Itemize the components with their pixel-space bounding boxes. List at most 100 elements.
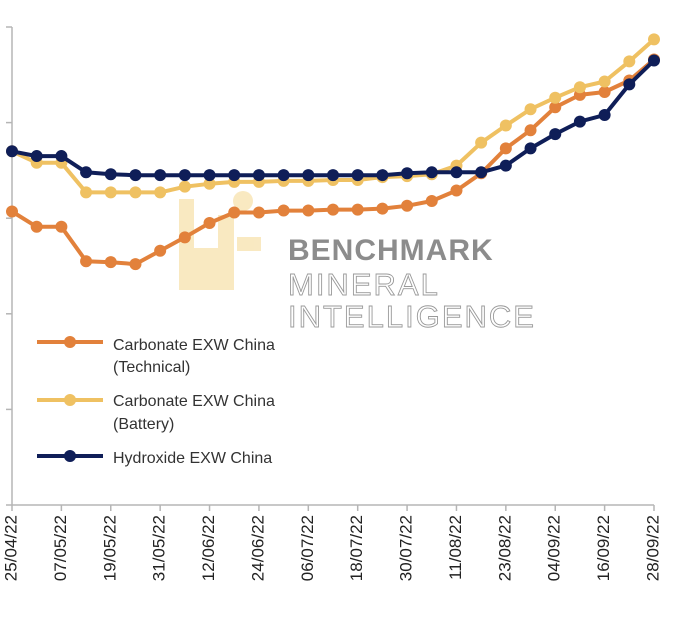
data-point [598,75,611,88]
data-point [549,128,562,141]
x-tick-label: 18/07/22 [347,515,366,581]
data-point [104,168,117,181]
data-point [277,169,290,182]
data-point [425,194,438,207]
data-point [302,169,315,182]
data-point [327,169,339,182]
data-point [450,184,463,197]
series-layer [6,33,660,271]
data-point [450,166,463,179]
series-2 [6,54,660,182]
watermark-line-3: INTELLIGENCE [288,299,536,334]
data-point [104,256,117,269]
legend-marker-battery [64,394,76,406]
data-point [648,54,660,67]
x-tick-label: 19/05/22 [100,515,119,581]
data-point [648,33,660,46]
data-point [524,103,537,116]
legend-item-technical: Carbonate EXW China (Technical) [37,336,275,376]
data-point [30,150,43,163]
legend-label-technical-2: (Technical) [113,359,190,376]
x-tick-label: 30/07/22 [397,515,416,581]
data-point [425,166,438,179]
data-point [55,220,68,233]
x-tick-label: 11/08/22 [446,515,465,580]
data-point [524,142,537,155]
data-point [6,145,18,158]
x-tick-label: 23/08/22 [495,515,514,581]
benchmark-logo-mark [179,191,261,290]
x-tick-label: 24/06/22 [248,515,267,581]
data-point [351,169,364,182]
series-line-2 [11,59,656,178]
data-point [623,78,636,91]
data-point [104,186,117,199]
data-point [302,204,315,217]
x-tick-label: 07/05/22 [51,515,70,581]
data-point [573,81,586,94]
data-point [499,142,512,155]
watermark-line-2: MINERAL [288,267,440,302]
data-point [154,186,167,199]
data-point [203,169,216,182]
data-point [203,216,216,229]
data-point [524,124,537,137]
data-point [80,255,93,268]
data-point [598,108,611,121]
legend-label-battery-2: (Battery) [113,416,174,433]
x-tick-label: 16/09/22 [594,515,613,581]
data-point [327,203,339,216]
data-point [573,115,586,128]
data-point [499,119,512,132]
x-tick-label: 25/04/22 [1,515,20,581]
x-tick-label: 31/05/22 [150,515,169,581]
data-point [6,205,18,218]
data-point [351,203,364,216]
legend-label-technical-1: Carbonate EXW China [113,337,275,354]
data-point [228,206,241,219]
x-tick-label: 28/09/22 [643,515,662,581]
data-point [154,244,167,257]
data-point [376,169,389,182]
data-point [252,169,265,182]
legend-label-hydroxide: Hydroxide EXW China [113,450,272,467]
data-point [475,136,488,149]
data-point [376,202,389,215]
data-point [475,166,488,179]
data-point [228,169,241,182]
data-point [129,169,142,182]
legend-marker-technical [64,336,76,348]
watermark-line-1: BENCHMARK [288,234,494,267]
data-point [129,258,142,271]
data-point [401,199,414,212]
x-tick-label: 06/07/22 [298,515,317,581]
data-point [154,169,167,182]
data-point [55,150,68,163]
data-point [499,159,512,172]
data-point [80,186,93,199]
data-point [549,91,562,104]
legend-label-battery-1: Carbonate EXW China [113,393,275,410]
x-tick-label: 12/06/22 [199,515,218,581]
data-point [401,167,414,180]
data-point [178,180,191,193]
legend-item-hydroxide: Hydroxide EXW China [37,450,272,467]
x-axis-labels: 25/04/22 07/05/22 19/05/22 31/05/22 12/06/22… [1,515,662,581]
legend-item-battery: Carbonate EXW China (Battery) [37,393,275,433]
data-point [549,101,562,114]
data-point [598,86,611,99]
data-point [30,220,43,233]
axes [6,26,655,511]
data-point [252,206,265,219]
data-point [80,166,93,179]
data-point [623,55,636,68]
legend: Carbonate EXW China (Technical) Carbonat… [37,336,275,467]
data-point [203,177,216,190]
legend-marker-hydroxide [64,450,76,462]
data-point [178,169,191,182]
data-point [129,186,142,199]
data-point [178,231,191,244]
x-tick-label: 04/09/22 [545,515,564,581]
data-point [277,204,290,217]
